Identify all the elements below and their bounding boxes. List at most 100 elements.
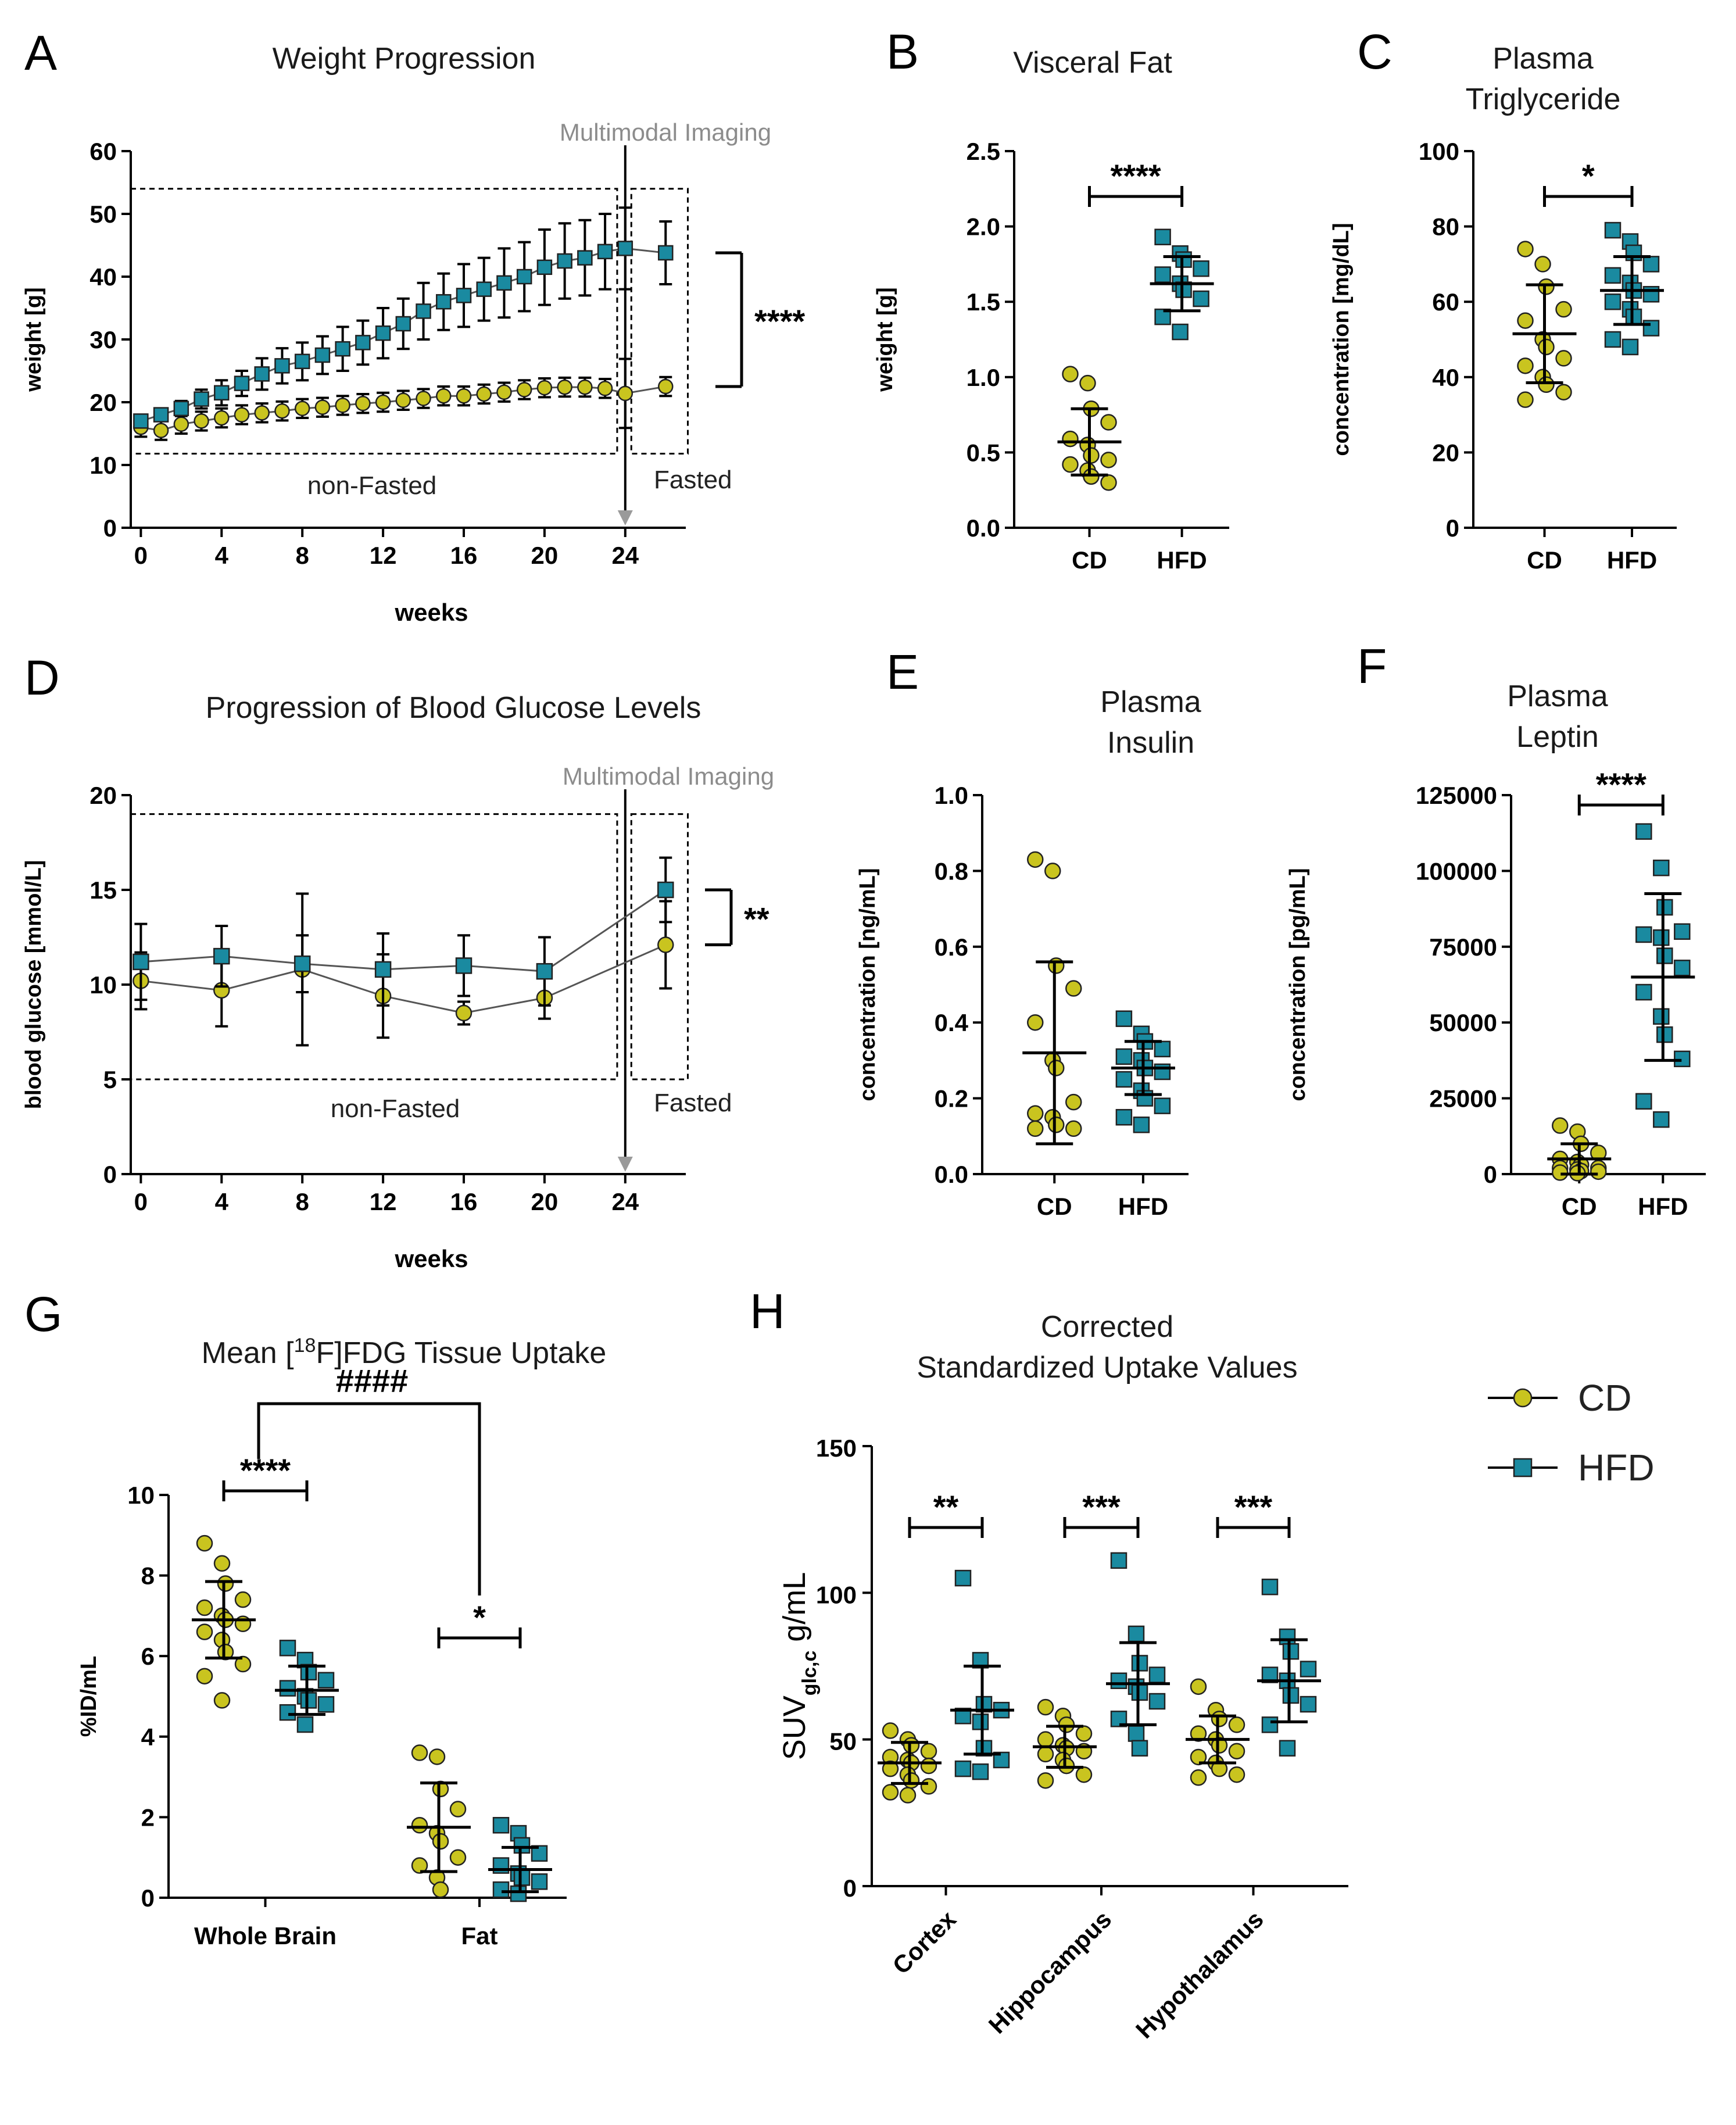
y-tick-label: 10 [90,452,117,479]
group-cd-point [1517,312,1534,329]
legend-label: HFD [1578,1447,1655,1489]
data-point-cd [516,382,532,398]
y-tick-label: 50 [829,1728,857,1755]
group-cd-point [1048,1060,1065,1076]
y-tick-label: 75000 [1429,933,1497,961]
y-tick-label: 125000 [1416,782,1497,809]
group-cd-point [432,1780,449,1798]
y-tick-label: 10 [90,971,117,999]
x-tick-label: 8 [296,1188,309,1215]
x-tick-label: HFD [1157,546,1207,574]
group-hfd-point [1279,1740,1296,1757]
x-tick-label: CD [1072,546,1107,574]
group-cd-point [1062,366,1079,382]
group-hfd-point [1279,1628,1296,1645]
data-point-hfd [314,347,331,363]
y-axis-label: concentration [mg/dL] [1329,223,1354,456]
data-point-cd [657,936,674,953]
group-cd-point [1027,1120,1044,1137]
y-tick-label: 0.0 [967,514,1000,542]
group-hfd-point [1136,1090,1154,1107]
nonfasted-label: non-Fasted [331,1094,460,1123]
significance-label: * [1582,158,1595,194]
group-cd-point [449,1801,467,1818]
group-cd-point [196,1623,213,1640]
group-cd-point [1538,278,1555,295]
group-hfd-point [1115,1010,1133,1027]
group-hfd-point [1300,1661,1317,1677]
panel-title: Progression of Blood Glucose Levels [206,691,701,725]
x-tick-label: Hippocampus [983,1905,1117,2039]
group-hfd-point [300,1692,317,1709]
group-cd-point [1190,1725,1207,1742]
x-tick-label: 16 [450,542,478,569]
x-tick-label: 8 [296,542,309,569]
group-cd-point [196,1668,213,1685]
significance-label: **** [1596,766,1646,803]
y-label-subscript: glc,c [799,1651,821,1695]
group-hfd-point [492,1881,510,1898]
panel-letter: A [24,26,57,80]
group-hfd-point [1604,267,1622,284]
data-point-cd [455,1004,473,1022]
group-hfd-point [972,1713,989,1730]
group-cd-point [1058,1716,1075,1733]
panel-title: Weight Progression [273,42,536,76]
group-hfd-point [1604,221,1622,239]
panel-d: D Progression of Blood Glucose Levels 0 5 10… [22,650,774,1272]
y-tick-label: 0.6 [935,933,968,961]
group-hfd-point [1115,1071,1133,1088]
group-hfd-point [296,1716,314,1733]
y-tick-label: 4 [141,1723,155,1751]
x-tick-label: 4 [215,542,229,569]
group-cd-point [234,1591,252,1608]
group-hfd-point [513,1837,531,1854]
data-point-hfd [456,288,472,303]
data-point-hfd [496,275,512,291]
fasted-box [630,188,689,455]
data-point-cd [274,403,290,419]
group-hfd-point [1154,266,1171,283]
significance-label: **** [240,1452,291,1489]
data-point-hfd [476,281,492,297]
group-cd-point [449,1849,467,1866]
legend-marker-hfd [1513,1458,1533,1478]
group-cd-point [920,1743,937,1760]
panel-e: E Plasma Insulin 0.0 0.2 0.4 0.6 0.8 1.0 concentr… [856,645,1201,1220]
group-hfd-point [1193,260,1209,277]
data-point-cd [436,388,452,404]
group-cd-point [903,1772,920,1789]
panel-title: Standardized Uptake Values [917,1351,1297,1385]
fasted-label: Fasted [654,1089,732,1117]
data-point-cd [375,394,391,410]
y-tick-label: 0.5 [967,439,1000,466]
group-cd-point [1100,474,1117,491]
panel-letter: D [24,650,60,705]
group-cd-point [432,1833,449,1850]
data-point-hfd [173,400,189,417]
group-hfd-point [1148,1693,1166,1710]
y-axis-label: SUVglc,c g/mL [777,1572,821,1761]
group-hfd-point [1261,1578,1279,1595]
group-hfd-point [279,1704,296,1721]
data-point-hfd [557,253,572,269]
group-hfd-point [510,1885,527,1902]
data-point-hfd [416,303,431,319]
data-point-hfd [657,881,674,899]
y-tick-label: 100000 [1416,857,1497,885]
group-cd-point [1062,430,1079,448]
data-point-hfd [294,353,310,370]
group-hfd-point [1131,1684,1148,1701]
group-cd-point [1065,980,1082,997]
data-point-hfd [153,407,169,423]
data-point-hfd [577,250,593,266]
y-tick-label: 1.0 [967,364,1000,391]
group-hfd-point [1148,1666,1166,1683]
x-tick-label: Fat [461,1922,498,1949]
x-tick-label: 24 [611,542,639,569]
group-cd-point [213,1692,231,1709]
y-tick-label: 60 [1432,288,1459,316]
x-tick-label: HFD [1118,1193,1168,1220]
x-tick-label: HFD [1607,546,1657,574]
x-tick-label: 0 [134,1188,148,1215]
